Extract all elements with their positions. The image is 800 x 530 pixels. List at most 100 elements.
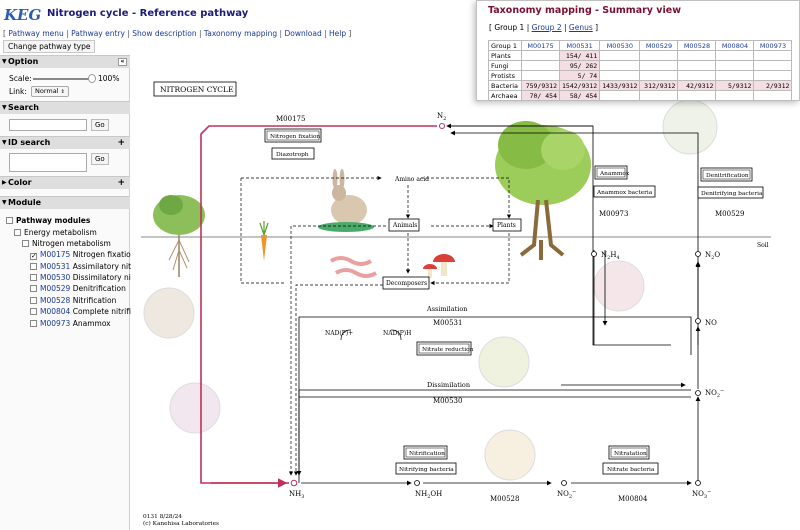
nitrate-bacteria-box[interactable]: [602, 462, 659, 475]
menu-pathway-menu[interactable]: Pathway menu: [8, 29, 64, 38]
change-pathway-type-button[interactable]: Change pathway type: [3, 40, 96, 53]
group-2-link[interactable]: Group 2: [531, 23, 562, 32]
checkbox[interactable]: [14, 229, 21, 236]
checkbox[interactable]: [30, 308, 37, 315]
node-n2h4[interactable]: [591, 251, 597, 257]
tree-module-m00175[interactable]: ✓ M00175 Nitrogen fixation: [30, 250, 136, 260]
anammox-bacteria-box[interactable]: [593, 185, 656, 198]
module-id[interactable]: M00528: [40, 296, 71, 305]
expand-plus-icon[interactable]: +: [117, 138, 125, 148]
scale-slider-track[interactable]: [33, 78, 95, 80]
menu-help[interactable]: Help: [329, 29, 347, 38]
node-no2-mid[interactable]: [561, 480, 567, 486]
column-header[interactable]: M00973: [753, 40, 793, 51]
tree-module-m00804[interactable]: M00804 Complete nitrifica: [30, 307, 140, 316]
id-search-go-button[interactable]: Go: [91, 153, 109, 165]
column-header[interactable]: M00530: [599, 40, 641, 51]
checkbox[interactable]: [30, 297, 37, 304]
plants-box[interactable]: [492, 218, 522, 232]
id-search-panel-header[interactable]: ▼ ID search +: [0, 136, 130, 149]
table-cell[interactable]: 759/9312: [521, 80, 560, 91]
tree-module-m00531[interactable]: M00531 Assimilatory nitra: [30, 262, 139, 271]
tree-pathway-modules[interactable]: Pathway modules: [6, 216, 90, 225]
table-cell[interactable]: 2/9312: [753, 80, 793, 91]
module-id[interactable]: M00973: [40, 319, 71, 328]
nitratation-box[interactable]: [608, 445, 650, 460]
menu-download[interactable]: Download: [284, 29, 322, 38]
checkbox[interactable]: [30, 320, 37, 327]
menu-taxonomy-mapping[interactable]: Taxonomy mapping: [203, 29, 278, 38]
nitrogen-fixation-box[interactable]: [264, 128, 322, 143]
label-m00804[interactable]: M00804: [618, 495, 648, 503]
search-panel-header[interactable]: ▼ Search: [0, 101, 130, 114]
search-input[interactable]: [9, 119, 87, 131]
module-id[interactable]: M00530: [40, 273, 71, 282]
column-header[interactable]: M00528: [677, 40, 717, 51]
checkbox[interactable]: [30, 263, 37, 270]
expand-plus-icon[interactable]: +: [117, 178, 125, 188]
module-id[interactable]: M00175: [40, 250, 71, 259]
node-no[interactable]: [695, 318, 701, 324]
anammox-box[interactable]: [594, 165, 628, 180]
table-cell[interactable]: 5/9312: [715, 80, 755, 91]
label-m00529[interactable]: M00529: [715, 210, 744, 218]
checkbox[interactable]: [22, 240, 29, 247]
genus-link[interactable]: Genus: [568, 23, 593, 32]
table-cell[interactable]: 70/ 454: [521, 90, 560, 101]
animals-box[interactable]: [388, 218, 420, 232]
tree-module-m00530[interactable]: M00530 Dissimilatory nitra: [30, 273, 141, 282]
nitrifying-bacteria-box[interactable]: [395, 462, 457, 475]
table-cell[interactable]: 154/ 411: [558, 50, 601, 61]
label-m00530[interactable]: M00530: [433, 397, 462, 405]
checkbox-checked[interactable]: ✓: [30, 252, 37, 260]
module-panel-header[interactable]: ▼ Module: [0, 196, 130, 209]
node-n2[interactable]: [439, 123, 445, 129]
search-go-button[interactable]: Go: [91, 119, 109, 131]
node-no3[interactable]: [695, 480, 701, 486]
tree-module-m00973[interactable]: M00973 Anammox: [30, 319, 111, 328]
table-cell[interactable]: 5/ 74: [558, 70, 601, 81]
tree-nitrogen-metabolism[interactable]: Nitrogen metabolism: [22, 239, 111, 248]
column-header[interactable]: M00804: [715, 40, 755, 51]
table-cell[interactable]: 95/ 262: [558, 60, 601, 71]
label-m00531[interactable]: M00531: [433, 319, 462, 327]
tree-module-m00528[interactable]: M00528 Nitrification: [30, 296, 116, 305]
id-search-textarea[interactable]: [9, 153, 87, 172]
menu-pathway-entry[interactable]: Pathway entry: [71, 29, 125, 38]
scale-slider-handle[interactable]: [88, 74, 96, 83]
node-no2[interactable]: [695, 390, 701, 396]
checkbox[interactable]: [30, 274, 37, 281]
table-cell[interactable]: 1542/9312: [558, 80, 601, 91]
module-id[interactable]: M00804: [40, 307, 71, 316]
node-n2o[interactable]: [695, 251, 701, 257]
table-cell[interactable]: 312/9312: [639, 80, 679, 91]
table-cell[interactable]: 42/9312: [677, 80, 717, 91]
color-panel-header[interactable]: ▶ Color +: [0, 176, 130, 189]
module-id[interactable]: M00531: [40, 262, 71, 271]
table-cell[interactable]: 1433/9312: [599, 80, 641, 91]
decomposers-box[interactable]: [382, 276, 430, 290]
module-id[interactable]: M00529: [40, 284, 71, 293]
link-select[interactable]: Normal ⇕: [31, 86, 69, 97]
node-nh3[interactable]: [290, 479, 298, 487]
kegg-logo[interactable]: KEGG: [3, 4, 41, 24]
denitrification-box[interactable]: [700, 167, 753, 182]
column-header[interactable]: M00175: [521, 40, 560, 51]
label-m00528[interactable]: M00528: [490, 495, 519, 503]
option-panel-header[interactable]: ▼ Option «: [0, 55, 130, 68]
column-header[interactable]: M00531: [558, 40, 601, 51]
node-nh2oh[interactable]: [414, 480, 420, 486]
denitrifying-bacteria-box[interactable]: [697, 186, 764, 199]
label-m00175[interactable]: M00175: [276, 115, 305, 123]
nitrate-reduction-box[interactable]: [416, 341, 472, 356]
nitrification-box[interactable]: [403, 445, 448, 460]
diazotroph-box[interactable]: [271, 147, 315, 160]
table-cell[interactable]: 58/ 454: [558, 90, 601, 101]
menu-show-description[interactable]: Show description: [132, 29, 197, 38]
label-m00973[interactable]: M00973: [599, 210, 628, 218]
collapse-sidebar-icon[interactable]: «: [118, 58, 127, 66]
checkbox[interactable]: [6, 217, 13, 224]
tree-module-m00529[interactable]: M00529 Denitrification: [30, 284, 126, 293]
column-header[interactable]: M00529: [639, 40, 679, 51]
tree-energy-metabolism[interactable]: Energy metabolism: [14, 228, 97, 237]
